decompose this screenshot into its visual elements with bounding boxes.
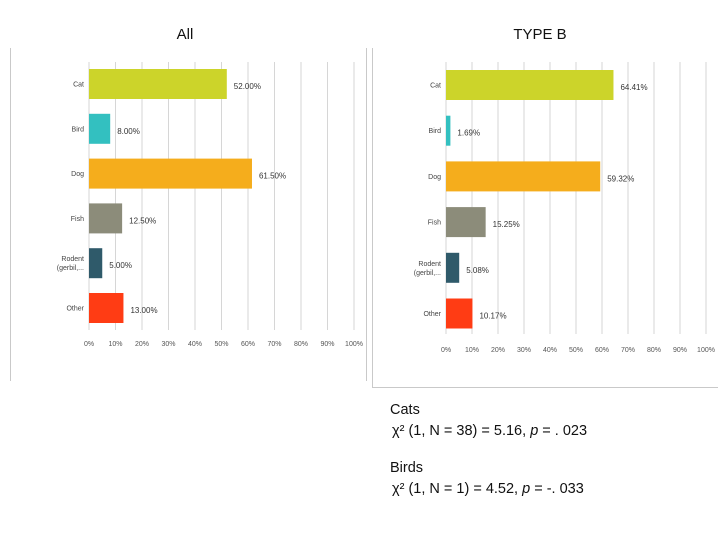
all-category-label: Fish	[71, 216, 84, 223]
typeb-x-tick-label: 90%	[673, 347, 687, 354]
typeb-value-label: 5.08%	[466, 266, 489, 275]
typeb-bar	[446, 115, 451, 146]
all-category-label-line: (gerbil,...	[57, 265, 84, 272]
panel-left-divider	[366, 48, 367, 381]
all-x-tick-label: 10%	[108, 341, 122, 348]
typeb-x-tick-label: 30%	[517, 347, 531, 354]
stats-cats-prefix: χ² (1, N = 38) = 5.16,	[392, 423, 531, 439]
typeb-category-label-line: (gerbil,...	[414, 270, 441, 277]
typeb-category-label-line: Rodent	[418, 261, 441, 268]
stats-cats-p: p	[530, 423, 539, 439]
stats-cats-label: Cats	[390, 402, 420, 418]
all-bar	[89, 69, 227, 99]
typeb-x-tick-label: 10%	[465, 347, 479, 354]
typeb-bar	[446, 252, 460, 283]
typeb-value-label: 59.32%	[607, 174, 634, 183]
typeb-category-label-line: Dog	[428, 174, 441, 181]
stats-cats-line: χ² (1, N = 38) = 5.16, p = . 023	[390, 421, 587, 442]
typeb-category-label: Other	[423, 311, 441, 318]
all-x-tick-label: 0%	[84, 341, 94, 348]
panel-right-edge-bottom	[372, 387, 718, 388]
stats-birds-prefix: χ² (1, N = 1) = 4.52,	[392, 481, 523, 497]
all-value-label: 5.00%	[109, 261, 132, 270]
typeb-category-label-line: Bird	[429, 128, 442, 135]
all-bar	[89, 113, 111, 144]
all-x-tick-label: 50%	[214, 341, 228, 348]
typeb-category-label: Bird	[429, 128, 442, 135]
typeb-category-label: Fish	[428, 220, 441, 227]
stats-birds-suffix: = -. 033	[530, 481, 584, 497]
typeb-category-label: Cat	[430, 83, 441, 90]
typeb-category-label: Rodent (gerbil,...	[414, 261, 441, 277]
typeb-x-tick-label: 100%	[697, 347, 715, 354]
all-category-label: Dog	[71, 171, 84, 178]
all-value-label: 12.50%	[129, 216, 156, 225]
typeb-bar	[446, 207, 486, 238]
typeb-value-label: 10.17%	[479, 312, 506, 321]
typeb-value-label: 64.41%	[620, 83, 647, 92]
all-x-tick-label: 60%	[241, 341, 255, 348]
typeb-x-tick-label: 50%	[569, 347, 583, 354]
typeb-x-tick-label: 0%	[441, 347, 451, 354]
all-x-tick-label: 40%	[188, 341, 202, 348]
typeb-x-tick-label: 80%	[647, 347, 661, 354]
bar-charts: 0% 10% 20% 30% 40% 50% 60% 70% 80% 90% 100% Cat 52.0…	[57, 62, 715, 354]
all-x-tick-label: 70%	[267, 341, 281, 348]
all-x-tick-label: 100%	[345, 341, 363, 348]
all-category-label-line: Fish	[71, 216, 84, 223]
all-bar	[89, 203, 123, 234]
all-category-label-line: Rodent	[61, 256, 84, 263]
typeb-value-label: 15.25%	[493, 220, 520, 229]
all-category-label-line: Cat	[73, 82, 84, 89]
typeb-category-label-line: Other	[423, 311, 441, 318]
all-category-label: Bird	[72, 126, 85, 133]
all-bar	[89, 293, 124, 323]
all-x-tick-label: 80%	[294, 341, 308, 348]
typeb-bar	[446, 298, 473, 329]
stats-block: Cats χ² (1, N = 38) = 5.16, p = . 023 Bi…	[390, 400, 587, 500]
all-value-label: 61.50%	[259, 172, 286, 181]
all-category-label-line: Other	[66, 306, 84, 313]
all-bar	[89, 248, 103, 279]
typeb-x-tick-label: 60%	[595, 347, 609, 354]
stats-birds-label: Birds	[390, 460, 424, 476]
stats-cats-suffix: = . 023	[538, 423, 588, 439]
all-category-label: Other	[66, 306, 84, 313]
all-value-label: 8.00%	[117, 127, 140, 136]
typeb-value-label: 1.69%	[457, 129, 480, 138]
typeb-x-tick-label: 40%	[543, 347, 557, 354]
typeb-x-tick-label: 70%	[621, 347, 635, 354]
all-x-tick-label: 20%	[135, 341, 149, 348]
stats-birds-p: p	[522, 481, 531, 497]
panel-left-edge	[10, 48, 11, 381]
typeb-category-label-line: Cat	[430, 83, 441, 90]
typeb-x-tick-label: 20%	[491, 347, 505, 354]
typeb-category-label-line: Fish	[428, 220, 441, 227]
all-category-label: Rodent (gerbil,...	[57, 256, 84, 272]
typeb-bar	[446, 70, 614, 100]
typeb-bar	[446, 161, 601, 192]
typeb-category-label: Dog	[428, 174, 441, 181]
all-x-tick-label: 90%	[320, 341, 334, 348]
all-value-label: 52.00%	[234, 82, 261, 91]
all-category-label-line: Dog	[71, 171, 84, 178]
all-bar	[89, 158, 252, 189]
panel-right-edge-left	[372, 48, 373, 388]
all-value-label: 13.00%	[130, 306, 157, 315]
stats-birds-line: χ² (1, N = 1) = 4.52, p = -. 033	[390, 479, 587, 500]
chart-title-type-b: TYPE B	[513, 26, 567, 43]
all-category-label: Cat	[73, 82, 84, 89]
all-category-label-line: Bird	[72, 126, 85, 133]
all-x-tick-label: 30%	[161, 341, 175, 348]
chart-title-all: All	[176, 26, 194, 43]
